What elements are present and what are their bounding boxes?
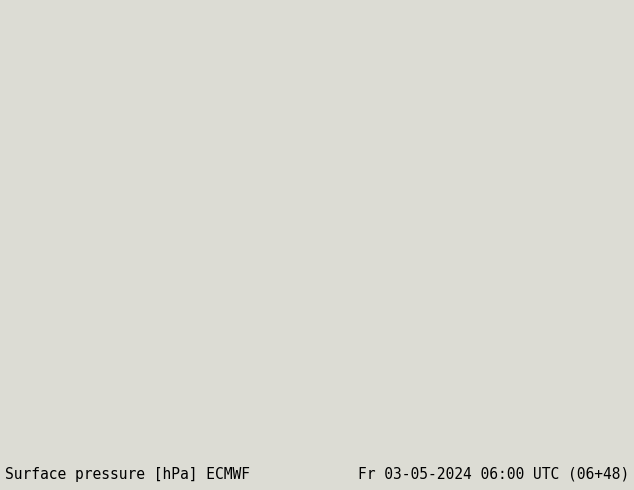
FancyBboxPatch shape [0,458,634,490]
Text: Fr 03-05-2024 06:00 UTC (06+48): Fr 03-05-2024 06:00 UTC (06+48) [358,466,629,482]
Text: Surface pressure [hPa] ECMWF: Surface pressure [hPa] ECMWF [5,466,250,482]
